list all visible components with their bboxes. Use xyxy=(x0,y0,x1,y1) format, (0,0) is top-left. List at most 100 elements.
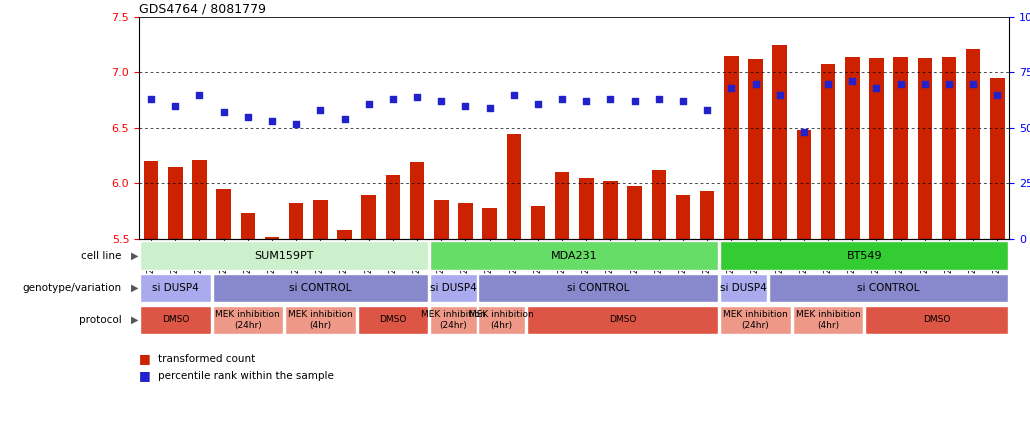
Text: ■: ■ xyxy=(139,369,150,382)
Bar xyxy=(918,58,932,239)
Text: MEK inhibition
(4hr): MEK inhibition (4hr) xyxy=(470,310,535,330)
Bar xyxy=(768,274,1008,302)
Text: MEK inhibition
(24hr): MEK inhibition (24hr) xyxy=(723,310,788,330)
Point xyxy=(384,96,401,102)
Point xyxy=(312,107,329,114)
Bar xyxy=(140,306,210,334)
Text: MEK inhibition
(24hr): MEK inhibition (24hr) xyxy=(215,310,280,330)
Point xyxy=(215,109,232,116)
Text: SUM159PT: SUM159PT xyxy=(254,251,314,261)
Point xyxy=(844,78,860,85)
Bar xyxy=(140,242,428,270)
Point xyxy=(264,118,280,125)
Text: ■: ■ xyxy=(139,352,150,365)
Point xyxy=(699,107,716,114)
Bar xyxy=(821,63,835,239)
Text: DMSO: DMSO xyxy=(609,316,637,324)
Text: percentile rank within the sample: percentile rank within the sample xyxy=(158,371,334,381)
Text: DMSO: DMSO xyxy=(923,316,951,324)
Point xyxy=(457,102,474,109)
Text: si CONTROL: si CONTROL xyxy=(568,283,629,293)
Text: ▶: ▶ xyxy=(131,251,139,261)
Bar xyxy=(676,195,690,239)
Point xyxy=(748,80,764,87)
Bar xyxy=(385,175,400,239)
Bar xyxy=(893,57,907,239)
Bar xyxy=(772,45,787,239)
Text: ▶: ▶ xyxy=(131,315,139,325)
Point xyxy=(578,98,594,105)
Point xyxy=(506,91,522,98)
Bar xyxy=(285,306,355,334)
Bar xyxy=(357,306,428,334)
Point xyxy=(360,100,377,107)
Bar xyxy=(265,237,279,239)
Point xyxy=(603,96,619,102)
Point xyxy=(143,96,160,102)
Point xyxy=(917,80,933,87)
Text: si DUSP4: si DUSP4 xyxy=(152,283,199,293)
Bar xyxy=(990,78,1004,239)
Point xyxy=(651,96,667,102)
Point xyxy=(675,98,691,105)
Bar xyxy=(579,178,593,239)
Text: genotype/variation: genotype/variation xyxy=(23,283,122,293)
Bar xyxy=(482,208,496,239)
Point xyxy=(820,80,836,87)
Bar xyxy=(241,214,255,239)
Bar xyxy=(479,306,525,334)
Text: MEK inhibition
(4hr): MEK inhibition (4hr) xyxy=(288,310,352,330)
Bar xyxy=(410,162,424,239)
Point xyxy=(337,115,353,123)
Bar xyxy=(796,130,812,239)
Point xyxy=(989,91,1005,98)
Bar xyxy=(507,134,521,239)
Text: protocol: protocol xyxy=(78,315,122,325)
Bar xyxy=(555,173,570,239)
Point xyxy=(409,93,425,100)
Bar xyxy=(431,274,477,302)
Text: si CONTROL: si CONTROL xyxy=(289,283,351,293)
Text: si DUSP4: si DUSP4 xyxy=(430,283,477,293)
Bar xyxy=(869,58,884,239)
Bar xyxy=(362,195,376,239)
Point xyxy=(626,98,643,105)
Bar xyxy=(941,57,956,239)
Point xyxy=(288,120,305,127)
Bar xyxy=(313,200,328,239)
Bar xyxy=(748,59,763,239)
Bar xyxy=(216,189,231,239)
Bar xyxy=(724,56,739,239)
Text: MEK inhibition
(24hr): MEK inhibition (24hr) xyxy=(421,310,486,330)
Bar xyxy=(212,274,428,302)
Point xyxy=(554,96,571,102)
Bar xyxy=(720,306,791,334)
Point xyxy=(481,104,497,111)
Point xyxy=(433,98,449,105)
Bar xyxy=(720,242,1008,270)
Text: si CONTROL: si CONTROL xyxy=(857,283,920,293)
Bar xyxy=(168,167,182,239)
Bar xyxy=(700,191,715,239)
Bar xyxy=(289,203,304,239)
Point xyxy=(771,91,788,98)
Bar xyxy=(845,57,859,239)
Text: BT549: BT549 xyxy=(847,251,882,261)
Point xyxy=(795,129,812,136)
Bar xyxy=(865,306,1008,334)
Point xyxy=(868,85,885,91)
Bar xyxy=(212,306,283,334)
Bar xyxy=(652,170,666,239)
Text: DMSO: DMSO xyxy=(162,316,188,324)
Text: ▶: ▶ xyxy=(131,283,139,293)
Point xyxy=(892,80,908,87)
Bar xyxy=(458,203,473,239)
Bar xyxy=(479,274,718,302)
Text: DMSO: DMSO xyxy=(379,316,407,324)
Bar xyxy=(140,274,210,302)
Point xyxy=(940,80,957,87)
Bar xyxy=(793,306,863,334)
Point xyxy=(965,80,982,87)
Bar xyxy=(193,160,207,239)
Point xyxy=(192,91,208,98)
